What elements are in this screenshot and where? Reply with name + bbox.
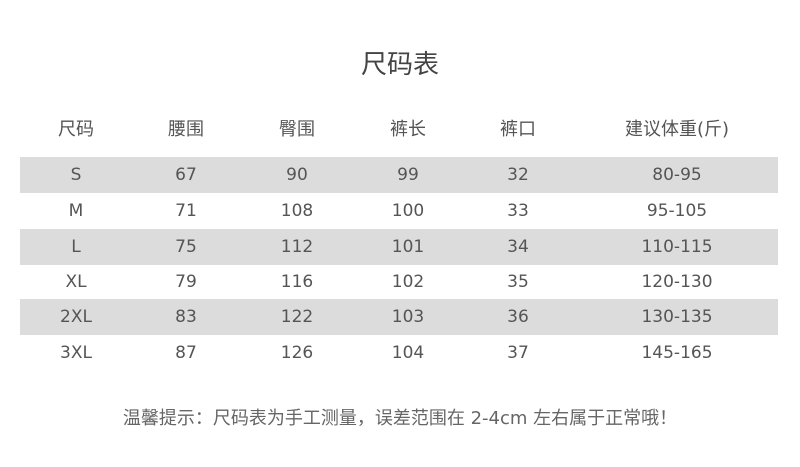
table-row: 3XL 87 126 104 37 145-165 — [20, 335, 778, 371]
column-header: 臀围 — [279, 119, 315, 140]
table-cell: 37 — [507, 343, 529, 363]
table-cell: 75 — [175, 237, 197, 257]
page-title: 尺码表 — [360, 50, 439, 80]
table-cell: 103 — [391, 307, 425, 327]
table-cell: 95-105 — [646, 201, 708, 221]
column-header: 裤口 — [500, 119, 536, 140]
table-cell: L — [71, 237, 81, 257]
table-cell: 112 — [280, 237, 314, 257]
column-header: 建议体重(斤) — [624, 119, 730, 140]
table-cell: 83 — [175, 307, 197, 327]
table-cell: 122 — [280, 307, 314, 327]
table-cell: 79 — [175, 272, 197, 292]
table-cell: 145-165 — [641, 343, 713, 363]
table-row: XL 79 116 102 35 120-130 — [20, 264, 778, 300]
table-cell: 35 — [507, 272, 529, 292]
table-cell: 33 — [507, 201, 529, 221]
table-row: M 71 108 100 33 95-105 — [20, 193, 778, 229]
table-row: L 75 112 101 34 110-115 — [20, 229, 778, 265]
table-cell: 104 — [391, 343, 425, 363]
table-cell: 126 — [280, 343, 314, 363]
table-cell: 34 — [507, 237, 529, 257]
column-header: 裤长 — [390, 119, 426, 140]
table-cell: 2XL — [60, 307, 92, 327]
table-cell: 100 — [391, 201, 425, 221]
column-header: 尺码 — [58, 119, 94, 140]
table-cell: 120-130 — [641, 272, 713, 292]
table-row: 2XL 83 122 103 36 130-135 — [20, 299, 778, 335]
table-cell: 80-95 — [652, 165, 702, 185]
table-cell: 108 — [280, 201, 314, 221]
table-row: S 67 90 99 32 80-95 — [20, 157, 778, 193]
table-cell: S — [70, 165, 82, 185]
table-cell: 90 — [286, 165, 308, 185]
table-cell: 116 — [280, 272, 314, 292]
table-cell: 102 — [391, 272, 425, 292]
table-cell: 101 — [391, 237, 425, 257]
table-cell: 87 — [175, 343, 197, 363]
table-cell: 99 — [397, 165, 419, 185]
table-cell: 32 — [507, 165, 529, 185]
header-row: 尺码 腰围 臀围 裤长 裤口 建议体重(斤) — [20, 112, 778, 148]
footer-note: 温馨提示：尺码表为手工测量，误差范围在 2-4cm 左右属于正常哦！ — [122, 408, 678, 429]
column-header: 腰围 — [168, 119, 204, 140]
table-cell: 130-135 — [641, 307, 713, 327]
table-cell: XL — [65, 272, 87, 292]
table-cell: 110-115 — [641, 237, 713, 257]
table-cell: 3XL — [60, 343, 92, 363]
table-cell: 67 — [175, 165, 197, 185]
table-cell: M — [68, 201, 84, 221]
table-cell: 36 — [507, 307, 529, 327]
table-cell: 71 — [175, 201, 197, 221]
